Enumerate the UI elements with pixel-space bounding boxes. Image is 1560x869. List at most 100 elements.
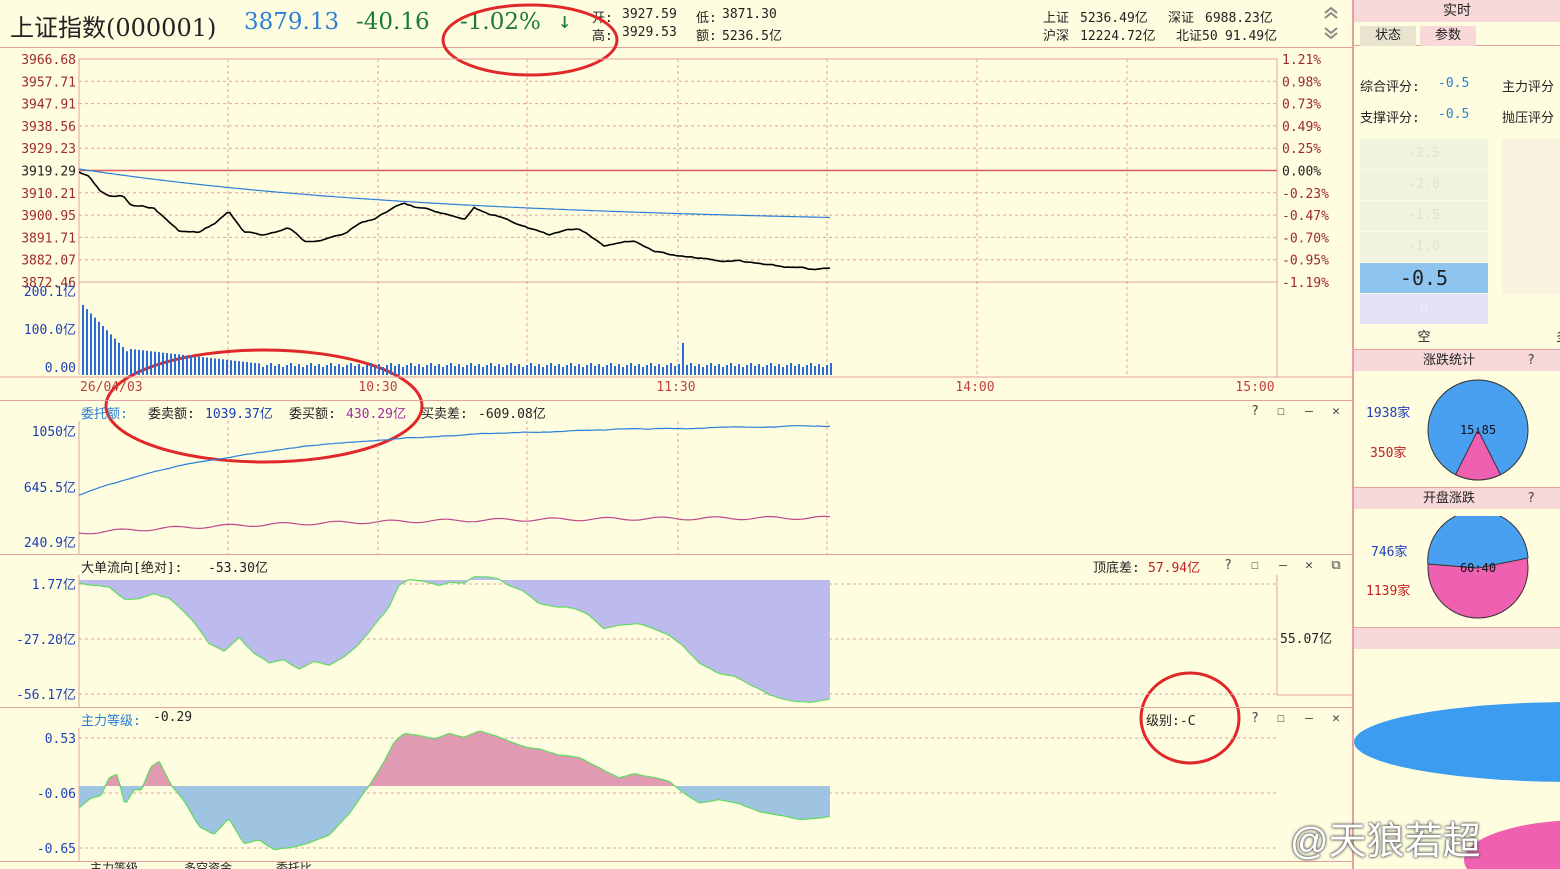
- volume-bar: [402, 367, 404, 375]
- volume-bar: [734, 366, 736, 375]
- rise-fall-title: 涨跌统计: [1422, 353, 1475, 368]
- volume-bar: [814, 366, 816, 375]
- maximize-icon[interactable]: ☐: [1251, 558, 1259, 573]
- volume-bar: [770, 363, 772, 375]
- volume-bar: [346, 365, 348, 375]
- volume-bar: [238, 361, 240, 375]
- sell-label: 委卖额:: [148, 407, 195, 422]
- volume-bar: [230, 360, 232, 375]
- main-level-axis-label: -0.06: [37, 787, 76, 802]
- volume-bar: [590, 363, 592, 375]
- scroll-up-icon[interactable]: [1322, 4, 1340, 22]
- big-order-area: [79, 576, 830, 703]
- intraday-price-chart[interactable]: 3966.68 1.21% 3957.71 0.98% 3947.91 0.73% 3938…: [0, 49, 1352, 399]
- maximize-icon[interactable]: ☐: [1277, 404, 1285, 419]
- volume-bar: [190, 355, 192, 375]
- scroll-down-icon[interactable]: [1322, 24, 1340, 42]
- volume-bar: [522, 367, 524, 375]
- tab-main-level[interactable]: 主力等级: [90, 861, 139, 869]
- volume-bar: [186, 355, 188, 375]
- volume-bar: [554, 366, 556, 375]
- volume-bar: [798, 364, 800, 375]
- big-order-flow-chart: 1.77亿 -27.20亿 -56.17亿: [16, 575, 1352, 708]
- volume-bar: [618, 364, 620, 375]
- close-icon[interactable]: ✕: [1305, 558, 1313, 573]
- close-icon[interactable]: ✕: [1332, 404, 1340, 419]
- tab-order-ratio[interactable]: 委托比: [276, 861, 313, 869]
- volume-bar: [178, 354, 180, 375]
- volume-bar: [726, 365, 728, 375]
- composite-score-label: 综合评分:: [1360, 80, 1420, 95]
- help-icon[interactable]: ?: [1527, 353, 1535, 368]
- main-score-label: 主力评分: [1502, 80, 1555, 95]
- idx1-value: 5236.49亿: [1080, 11, 1148, 26]
- volume-bar: [106, 330, 108, 375]
- amount-label: 额:: [696, 29, 717, 44]
- volume-bar: [758, 364, 760, 375]
- volume-bar: [258, 363, 260, 375]
- big-order-axis-label: -27.20亿: [16, 633, 76, 648]
- realtime-header: 实时: [1354, 0, 1560, 22]
- tab-bull-bear[interactable]: 多空资金: [184, 861, 233, 869]
- volume-bar: [310, 363, 312, 375]
- volume-bar: [762, 367, 764, 375]
- volume-bar: [706, 365, 708, 375]
- volume-bar: [582, 367, 584, 375]
- minimize-icon[interactable]: —: [1305, 404, 1313, 419]
- volume-bar: [170, 353, 172, 375]
- volume-bar: [730, 363, 732, 375]
- maximize-icon[interactable]: ☐: [1277, 711, 1285, 726]
- volume-bar: [578, 364, 580, 375]
- volume-bar: [298, 364, 300, 375]
- tab-status[interactable]: 状态: [1360, 26, 1416, 46]
- volume-bar: [262, 367, 264, 375]
- big-order-value: -53.30亿: [208, 561, 268, 576]
- minimize-icon[interactable]: —: [1279, 558, 1287, 573]
- tab-params[interactable]: 参数: [1420, 26, 1476, 46]
- volume-bar: [246, 362, 248, 375]
- big-order-axis-label: -56.17亿: [16, 688, 76, 703]
- volume-bar: [314, 366, 316, 375]
- volume-bar: [598, 364, 600, 375]
- help-icon[interactable]: ?: [1251, 404, 1259, 419]
- volume-bar: [330, 363, 332, 375]
- close-icon[interactable]: ✕: [1332, 711, 1340, 726]
- volume-bar: [214, 358, 216, 375]
- pct-axis-label: -0.70%: [1282, 231, 1329, 246]
- volume-bar: [126, 351, 128, 375]
- volume-bar: [234, 360, 236, 375]
- volume-bar: [434, 366, 436, 375]
- open-rise-fall-pie: 60:40: [1427, 516, 1529, 619]
- pressure-score-label: 抛压评分: [1502, 111, 1555, 126]
- price-axis-label: 3929.23: [21, 142, 76, 157]
- volume-bar: [390, 363, 392, 375]
- order-axis-label: 1050亿: [32, 425, 76, 440]
- volume-bar: [174, 353, 176, 375]
- volume-bar: [514, 366, 516, 375]
- minimize-icon[interactable]: —: [1305, 711, 1313, 726]
- volume-bar: [570, 363, 572, 375]
- volume-bar: [782, 367, 784, 375]
- help-icon[interactable]: ?: [1527, 491, 1535, 506]
- volume-bar: [634, 366, 636, 375]
- volume-bar: [662, 367, 664, 375]
- volume-bar: [410, 363, 412, 375]
- volume-axis-label: 200.1亿: [24, 285, 76, 300]
- volume-bar: [658, 364, 660, 375]
- support-score-label: 支撑评分:: [1360, 111, 1420, 126]
- price-axis-label: 3938.56: [21, 120, 76, 135]
- volume-bar: [486, 365, 488, 375]
- level-grade: 级别:-C: [1146, 714, 1196, 729]
- annotation-layer: [104, 3, 1241, 765]
- pct-axis-label: -0.95%: [1282, 254, 1329, 269]
- big-order-right-value: 55.07亿: [1280, 632, 1333, 647]
- pct-axis-label: 0.00%: [1282, 165, 1321, 180]
- annotation-circle: [1139, 671, 1241, 765]
- sell-value: 1039.37亿: [205, 407, 273, 422]
- volume-bar: [682, 343, 684, 375]
- low-value: 3871.30: [722, 7, 777, 22]
- price-axis-label: 3957.71: [21, 75, 76, 90]
- help-icon[interactable]: ?: [1251, 711, 1259, 726]
- help-icon[interactable]: ?: [1224, 558, 1232, 573]
- restore-icon[interactable]: ⧉: [1331, 558, 1341, 573]
